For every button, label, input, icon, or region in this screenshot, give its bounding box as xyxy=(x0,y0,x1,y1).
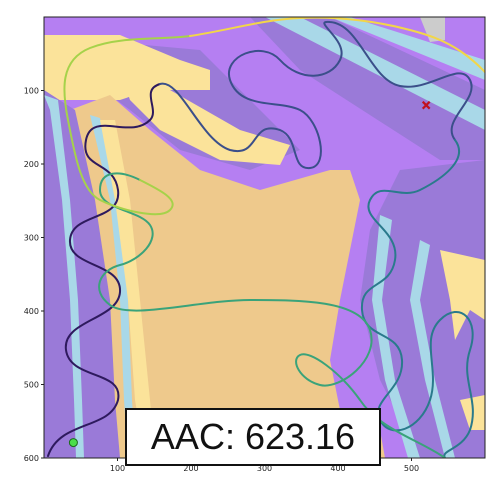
terrain-left-water-1 xyxy=(44,95,84,458)
terrain-map xyxy=(44,17,485,458)
terrain-sand-lobe xyxy=(120,70,290,165)
terrain-sand-top xyxy=(44,35,210,100)
x-tick-label: 500 xyxy=(404,464,419,473)
terrain-water-top-1 xyxy=(265,17,485,130)
y-tick-label: 400 xyxy=(24,307,39,316)
y-tick-label: 200 xyxy=(24,160,39,169)
terrain-right-water-1 xyxy=(372,215,420,458)
trajectory-segment-3 xyxy=(360,139,474,458)
y-tick-label: 500 xyxy=(24,381,39,390)
trajectory-segment-5 xyxy=(63,35,191,216)
start-marker xyxy=(68,438,78,448)
x-tick-label: 100 xyxy=(110,464,125,473)
y-tick-label: 600 xyxy=(24,454,39,463)
x-tick-label: 200 xyxy=(183,464,198,473)
trajectory xyxy=(47,17,485,458)
end-marker xyxy=(421,100,431,110)
markers xyxy=(68,100,431,448)
terrain-right-sand xyxy=(440,250,485,340)
terrain-grey xyxy=(420,17,445,42)
aac-score-label: AAC: 623.16 xyxy=(150,416,356,457)
x-tick-label: 300 xyxy=(257,464,272,473)
terrain-dark-band-top xyxy=(250,17,485,160)
terrain-left-sand xyxy=(100,120,155,458)
y-tick-label: 300 xyxy=(24,234,39,243)
x-tick-label: 400 xyxy=(330,464,345,473)
trajectory-segment-4 xyxy=(98,172,446,458)
terrain-left-water-2 xyxy=(90,115,136,458)
terrain-water-top-2 xyxy=(330,17,485,80)
trajectory-segment-6 xyxy=(189,17,485,74)
trajectory-segment-2 xyxy=(159,20,473,170)
aac-score-box: AAC: 623.16 xyxy=(125,408,381,466)
y-tick-label: 100 xyxy=(24,87,39,96)
terrain-tan-center xyxy=(70,95,385,458)
trajectory-segment-1 xyxy=(47,83,161,457)
y-axis: 100 200 300 400 500 600 xyxy=(24,87,44,463)
